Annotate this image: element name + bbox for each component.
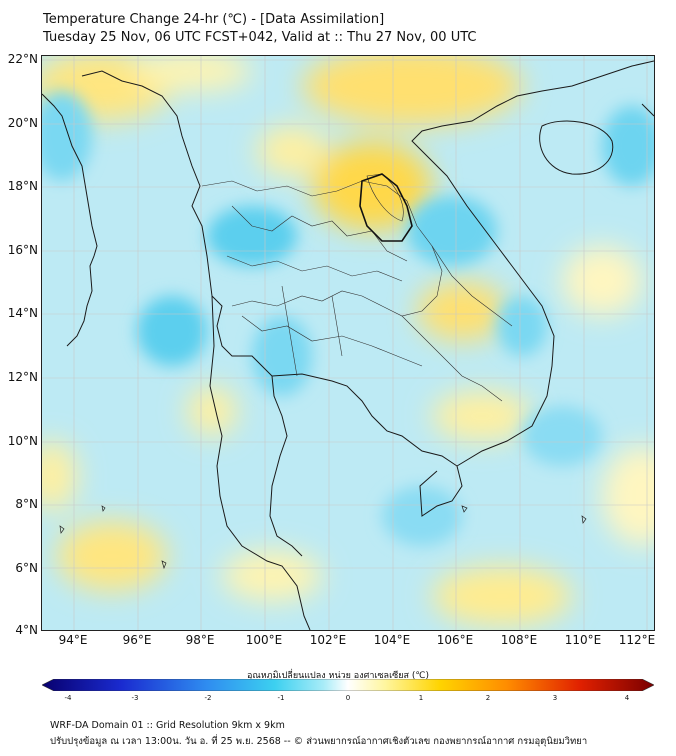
- coastlines: [42, 60, 654, 630]
- lat-label-10: 10°N: [7, 434, 38, 448]
- lon-label-98: 98°E: [185, 633, 215, 647]
- lat-label-8: 8°N: [15, 497, 38, 511]
- lon-label-102: 102°E: [309, 633, 347, 647]
- colorbar-tick-3: 3: [552, 694, 558, 702]
- colorbar-tick-neg2: -2: [204, 694, 212, 702]
- lat-label-14: 14°N: [7, 306, 38, 320]
- colorbar-tick-4: 4: [624, 694, 630, 702]
- colorbar-tick-1: 1: [418, 694, 424, 702]
- laos-border: [359, 173, 413, 242]
- lon-label-112: 112°E: [618, 633, 656, 647]
- lat-label-16: 16°N: [7, 243, 38, 257]
- lon-label-104: 104°E: [373, 633, 411, 647]
- colorbar-tick-neg3: -3: [131, 694, 139, 702]
- map-field-svg: [42, 56, 654, 630]
- map-subtitle: Tuesday 25 Nov, 06 UTC FCST+042, Valid a…: [43, 30, 477, 45]
- colorbar-tick-neg4: -4: [64, 694, 72, 702]
- footer-model-info: WRF-DA Domain 01 :: Grid Resolution 9km …: [50, 720, 285, 731]
- map-title: Temperature Change 24-hr (℃) - [Data Ass…: [43, 12, 385, 27]
- lat-label-20: 20°N: [7, 116, 38, 130]
- islands: [59, 505, 587, 570]
- colorbar: [42, 679, 654, 691]
- colorbar-tick-0: 0: [345, 694, 351, 702]
- lat-label-12: 12°N: [7, 370, 38, 384]
- lon-label-94: 94°E: [58, 633, 88, 647]
- admin-boundaries: [201, 173, 513, 402]
- lon-label-100: 100°E: [245, 633, 283, 647]
- lat-label-6: 6°N: [15, 561, 38, 575]
- lat-label-22: 22°N: [7, 52, 38, 66]
- warm-anomaly-field: [42, 56, 654, 626]
- colorbar-tick-neg1: -1: [277, 694, 285, 702]
- lon-label-96: 96°E: [122, 633, 152, 647]
- colorbar-tick-2: 2: [485, 694, 491, 702]
- lon-label-106: 106°E: [436, 633, 474, 647]
- lat-label-4: 4°N: [15, 623, 38, 637]
- temperature-change-map: [41, 55, 655, 631]
- lon-label-108: 108°E: [500, 633, 538, 647]
- footer-credit: ปรับปรุงข้อมูล ณ เวลา 13:00น. วัน อ. ที่…: [50, 736, 588, 747]
- lat-label-18: 18°N: [7, 179, 38, 193]
- graticule: [42, 56, 654, 630]
- colorbar-title: อุณหภูมิเปลี่ยนแปลง หน่วย องศาเซลเซียส (…: [246, 671, 430, 681]
- lon-label-110: 110°E: [564, 633, 602, 647]
